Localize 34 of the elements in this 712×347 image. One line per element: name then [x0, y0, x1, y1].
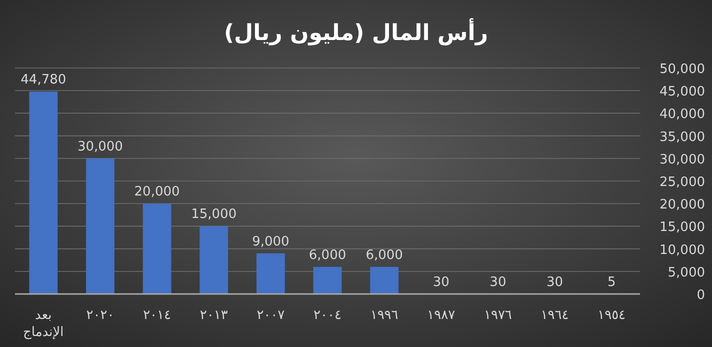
y-tick-label: 35,000 — [660, 130, 705, 145]
y-tick-label: 10,000 — [660, 242, 705, 258]
data-label: 30 — [432, 274, 450, 290]
x-tick-label: ٢٠١٣ — [200, 308, 228, 323]
data-label: 30,000 — [77, 139, 123, 154]
x-tick-label: ٢٠٠٤ — [314, 308, 342, 323]
chart-title: رأس المال (مليون ريال) — [224, 18, 488, 46]
y-tick-label: 15,000 — [660, 220, 705, 236]
x-tick-label: ١٩٥٤ — [598, 308, 626, 323]
x-tick-label: ٢٠٢٠ — [86, 308, 114, 323]
x-tick-label: بعد الإندماج — [23, 308, 64, 340]
y-tick-label: 20,000 — [660, 198, 705, 213]
y-tick-label: 30,000 — [660, 152, 705, 168]
x-tick-label: ١٩٧٦ — [484, 308, 512, 323]
y-tick-label: 50,000 — [660, 62, 705, 77]
data-label: 6,000 — [366, 248, 403, 263]
x-tick-label: ١٩٨٧ — [427, 308, 456, 323]
x-tick-label: ١٩٩٦ — [370, 308, 398, 323]
x-tick-label: ١٩٦٤ — [540, 308, 569, 323]
x-tick-label: ٢٠١٤ — [143, 308, 172, 323]
y-tick-label: 45,000 — [660, 84, 705, 100]
y-tick-label: 40,000 — [660, 107, 705, 122]
data-label: 9,000 — [252, 234, 290, 250]
y-tick-label: 25,000 — [660, 175, 705, 190]
data-label: 15,000 — [191, 207, 237, 222]
data-label: 30 — [546, 274, 564, 290]
data-label: 20,000 — [134, 184, 180, 200]
data-label: 30 — [490, 274, 506, 290]
x-tick-label: ٢٠٠٧ — [256, 308, 285, 323]
y-tick-label: 5,000 — [668, 265, 705, 280]
data-label: 5 — [607, 274, 616, 290]
data-label: 6,000 — [308, 248, 346, 263]
y-tick-label: 0 — [696, 288, 705, 303]
data-label: 44,780 — [20, 72, 66, 88]
